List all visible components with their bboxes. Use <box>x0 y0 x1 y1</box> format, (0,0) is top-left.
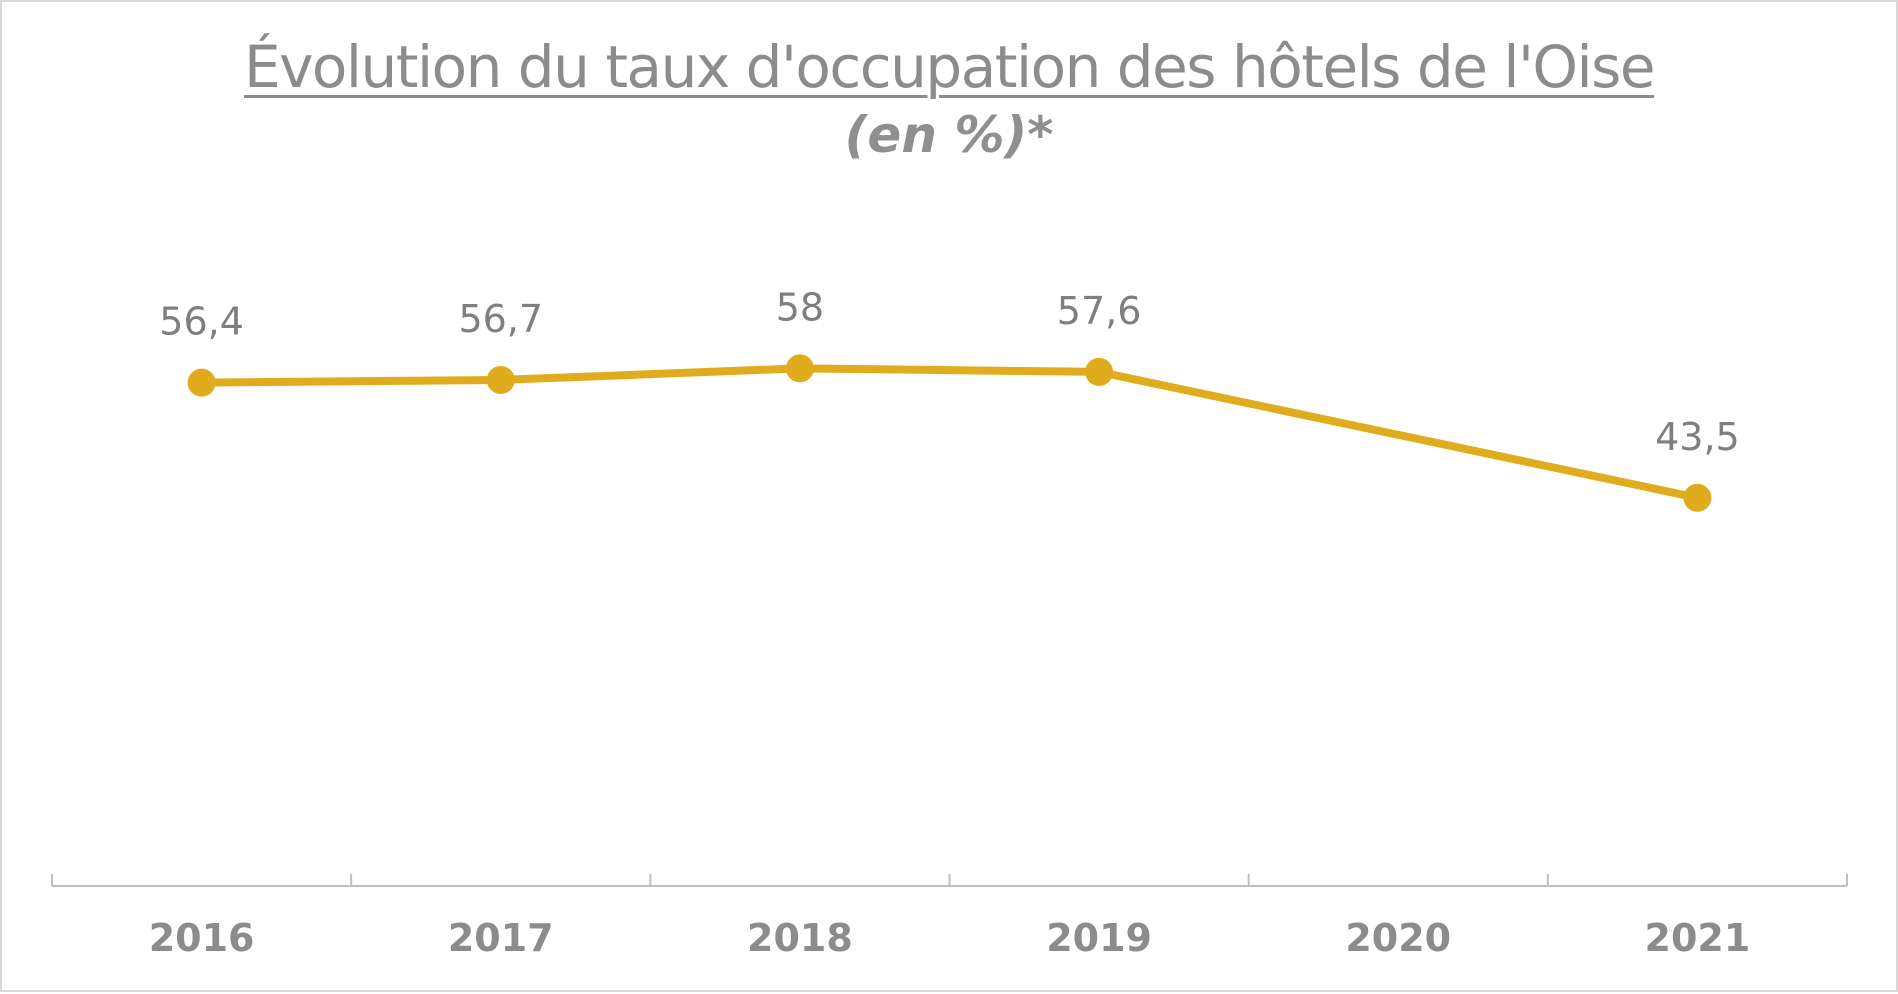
data-label: 57,6 <box>1057 289 1142 333</box>
x-tick-label: 2021 <box>1645 916 1751 960</box>
data-label: 56,4 <box>159 300 244 344</box>
x-tick-label: 2017 <box>448 916 554 960</box>
x-tick-label: 2016 <box>149 916 255 960</box>
x-tick-label: 2018 <box>747 916 853 960</box>
series-line <box>197 364 1702 502</box>
data-point <box>187 368 216 397</box>
data-point <box>486 365 515 394</box>
data-point <box>1683 483 1712 512</box>
x-tick-label: 2019 <box>1046 916 1152 960</box>
chart-title: Évolution du taux d'occupation des hôtel… <box>243 33 1656 101</box>
data-point <box>1085 357 1114 386</box>
x-axis-labels: 2016 2017 2018 2019 2020 2021 <box>149 916 1751 960</box>
data-label: 43,5 <box>1655 415 1740 459</box>
data-label: 56,7 <box>458 297 543 341</box>
data-point <box>785 354 814 383</box>
chart-header: Évolution du taux d'occupation des hôtel… <box>2 33 1896 164</box>
x-tick-label: 2020 <box>1345 916 1451 960</box>
series-group <box>187 354 1712 512</box>
data-label: 58 <box>776 285 824 329</box>
chart-subtitle: (en %)* <box>844 105 1054 164</box>
x-axis-ticks <box>51 874 1848 886</box>
data-labels: 56,4 56,7 58 57,6 43,5 <box>159 285 1739 458</box>
